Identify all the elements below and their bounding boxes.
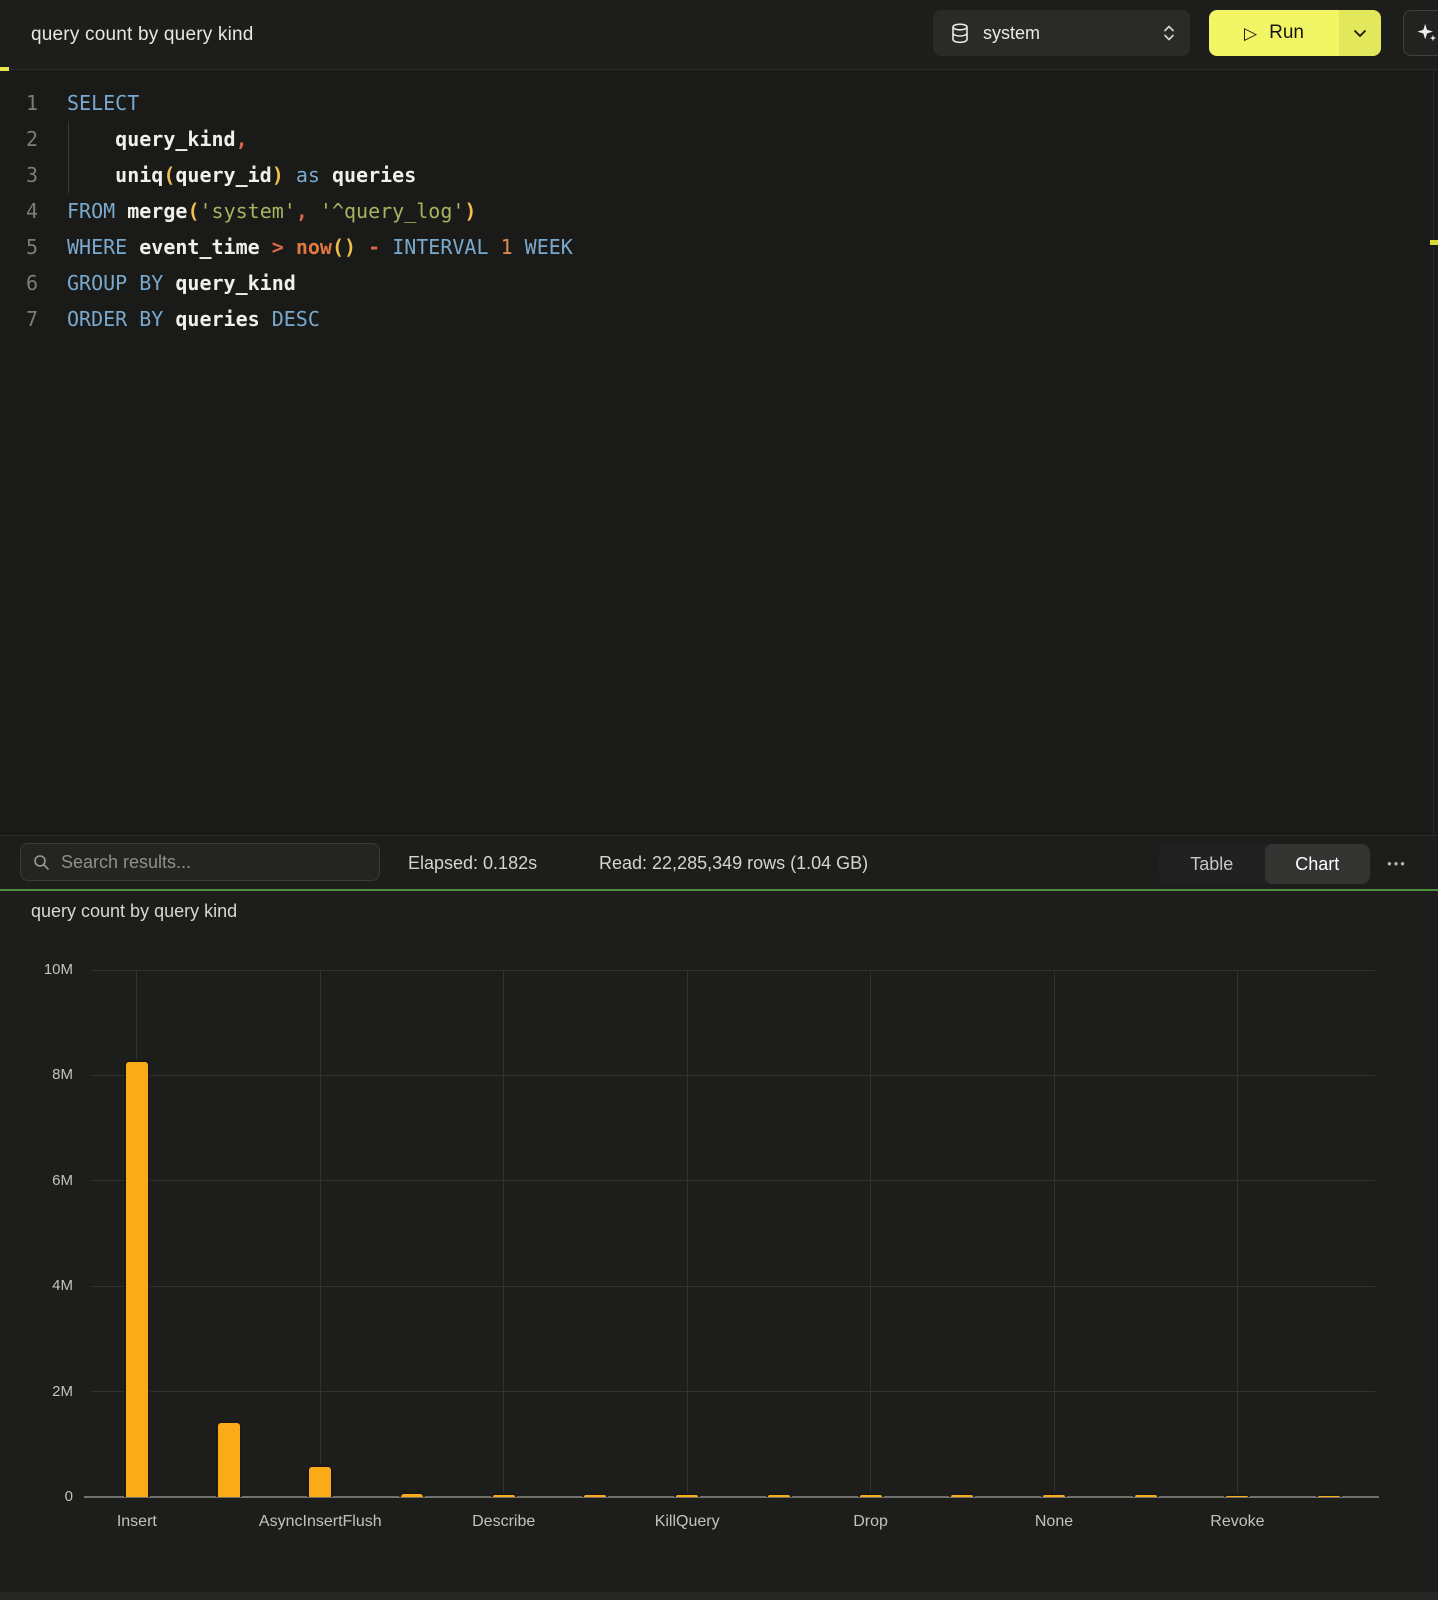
sql-editor[interactable]: 1SELECT2 query_kind,3 uniq(query_id) as … <box>0 70 1438 835</box>
run-button-group: ▷ Run <box>1209 10 1381 56</box>
bar-unlabeled-7[interactable] <box>766 1493 792 1497</box>
elapsed-stat: Elapsed: 0.182s <box>408 836 537 890</box>
x-axis-label: Revoke <box>1152 1513 1322 1531</box>
line-number: 1 <box>0 85 38 121</box>
y-axis-label: 10M <box>0 961 73 978</box>
editor-scroll-tick <box>0 67 9 71</box>
y-axis-label: 4M <box>0 1277 73 1294</box>
database-selector[interactable]: system <box>933 10 1190 56</box>
bottom-strip <box>0 1592 1438 1600</box>
line-number: 3 <box>0 157 38 193</box>
bar-unlabeled-3[interactable] <box>399 1492 425 1497</box>
indent-guide <box>68 121 69 193</box>
x-axis-label: None <box>969 1513 1139 1531</box>
h-gridline <box>91 1180 1375 1181</box>
code-line-1: 1SELECT <box>0 85 1438 121</box>
line-number: 2 <box>0 121 38 157</box>
bar-asyncinsertflush[interactable] <box>307 1465 333 1497</box>
sparkle-icon <box>1416 22 1438 44</box>
code-line-4: 4FROM merge('system', '^query_log') <box>0 193 1438 229</box>
bar-none[interactable] <box>1041 1493 1067 1497</box>
code-line-3: 3 uniq(query_id) as queries <box>0 157 1438 193</box>
v-gridline <box>1054 970 1055 1497</box>
bar-unlabeled-11[interactable] <box>1133 1493 1159 1497</box>
x-axis-label: Describe <box>419 1513 589 1531</box>
v-gridline <box>687 970 688 1497</box>
h-gridline <box>91 1286 1375 1287</box>
bar-drop[interactable] <box>858 1493 884 1497</box>
tab-chart[interactable]: Chart <box>1265 844 1371 884</box>
code-line-2: 2 query_kind, <box>0 121 1438 157</box>
x-axis-label: AsyncInsertFlush <box>235 1513 405 1531</box>
h-gridline <box>91 1075 1375 1076</box>
bar-revoke[interactable] <box>1224 1494 1250 1497</box>
search-results-input[interactable] <box>61 852 367 873</box>
x-axis-label: Insert <box>52 1513 222 1531</box>
bar-insert[interactable] <box>124 1060 150 1497</box>
search-box <box>20 843 380 881</box>
bar-unlabeled-5[interactable] <box>582 1493 608 1497</box>
ruler-marker <box>1430 240 1438 245</box>
code-line-5: 5WHERE event_time > now() - INTERVAL 1 W… <box>0 229 1438 265</box>
y-axis-label: 0 <box>0 1488 73 1505</box>
results-toolbar: Elapsed: 0.182s Read: 22,285,349 rows (1… <box>0 835 1438 889</box>
database-icon <box>951 23 969 44</box>
search-icon <box>33 854 50 871</box>
x-axis-line <box>84 1496 1379 1498</box>
code-line-7: 7ORDER BY queries DESC <box>0 301 1438 337</box>
more-options-button[interactable]: ••• <box>1380 848 1414 878</box>
y-axis-label: 6M <box>0 1172 73 1189</box>
sql-console-window: query count by query kind system ▷ <box>0 0 1438 1600</box>
tab-table[interactable]: Table <box>1159 844 1265 884</box>
editor-overview-ruler[interactable] <box>1433 70 1438 835</box>
page-title: query count by query kind <box>31 0 254 70</box>
code-line-6: 6GROUP BY query_kind <box>0 265 1438 301</box>
h-gridline <box>91 970 1375 971</box>
line-number: 6 <box>0 265 38 301</box>
x-axis-label: Drop <box>786 1513 956 1531</box>
v-gridline <box>1237 970 1238 1497</box>
v-gridline <box>320 970 321 1497</box>
play-icon: ▷ <box>1244 25 1257 42</box>
view-toggle: Table Chart <box>1159 844 1370 884</box>
run-button[interactable]: ▷ Run <box>1209 10 1339 56</box>
database-name: system <box>983 23 1162 44</box>
line-number: 4 <box>0 193 38 229</box>
y-axis-label: 2M <box>0 1383 73 1400</box>
line-number: 5 <box>0 229 38 265</box>
x-axis-label: KillQuery <box>602 1513 772 1531</box>
chevron-down-icon <box>1353 29 1367 38</box>
h-gridline <box>91 1391 1375 1392</box>
bar-killquery[interactable] <box>674 1493 700 1497</box>
run-options-button[interactable] <box>1339 10 1381 56</box>
top-bar: query count by query kind system ▷ <box>0 0 1438 70</box>
line-number: 7 <box>0 301 38 337</box>
bar-unlabeled-13[interactable] <box>1316 1494 1342 1497</box>
bar-chart: 0 2M 4M 6M 8M 10M Insert AsyncInsertFlush Descri… <box>0 891 1438 1599</box>
ai-assist-button[interactable] <box>1403 10 1438 56</box>
code-lines: 1SELECT2 query_kind,3 uniq(query_id) as … <box>0 70 1438 337</box>
updown-chevron-icon <box>1162 23 1176 43</box>
chart-section: query count by query kind 02M4M6M8M10MIn… <box>0 891 1438 1599</box>
bar-describe[interactable] <box>491 1493 517 1497</box>
read-stat: Read: 22,285,349 rows (1.04 GB) <box>599 836 868 890</box>
v-gridline <box>870 970 871 1497</box>
bar-unlabeled-9[interactable] <box>949 1493 975 1497</box>
y-axis-label: 8M <box>0 1066 73 1083</box>
v-gridline <box>503 970 504 1497</box>
bar-unlabeled-1[interactable] <box>216 1421 242 1497</box>
